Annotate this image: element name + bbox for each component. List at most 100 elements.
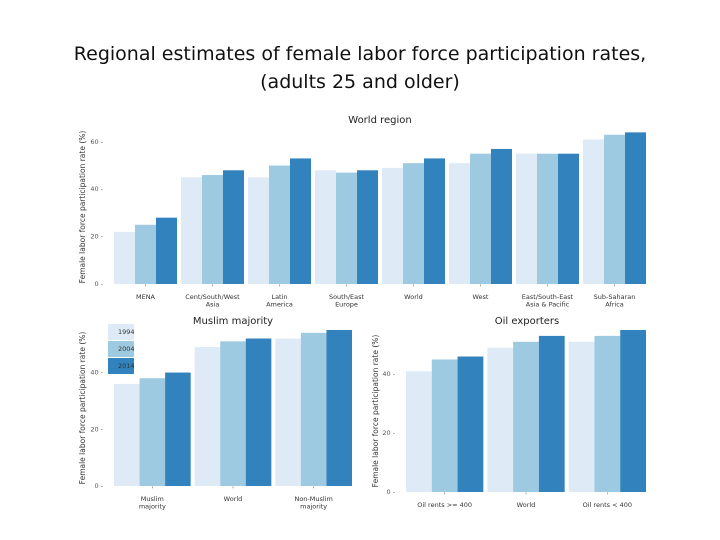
y-tick-label: 20 -: [382, 429, 395, 437]
bar: [491, 148, 512, 284]
category-label: Cent/South/West: [185, 293, 240, 301]
bar: [558, 153, 579, 284]
category-label: Europe: [335, 301, 358, 309]
legend-label: 2014: [118, 362, 135, 370]
y-axis-title: Female labor force participation rate (%…: [78, 332, 87, 485]
category-label: Muslim: [141, 495, 164, 503]
muslim-majority-panel: Muslim majority 0 - 20 - 40 -Female labor f…: [78, 316, 352, 511]
category-label: Asia & Pacific: [526, 301, 570, 309]
x-tick-mark: ': [547, 283, 549, 291]
legend-label: 2004: [118, 345, 135, 353]
category-label: Sub-Saharan: [594, 293, 636, 301]
bar: [516, 153, 537, 284]
bar: [583, 139, 604, 284]
y-tick-label: 20 -: [90, 425, 103, 433]
category-label: Latin: [271, 293, 287, 301]
category-label: World: [517, 501, 536, 509]
bar: [223, 170, 244, 284]
legend-label: 1994: [118, 328, 135, 336]
bar: [568, 341, 595, 492]
oil-exporters-panel: Oil exporters 0 - 20 - 40 -Female labor for…: [371, 316, 646, 509]
x-tick-mark: ': [413, 283, 415, 291]
bar: [135, 224, 156, 284]
x-tick-mark: ': [232, 485, 234, 493]
bar: [403, 163, 424, 284]
y-tick-label: 0 -: [94, 482, 103, 490]
bar: [336, 172, 357, 284]
x-tick-mark: ': [480, 283, 482, 291]
bar: [245, 338, 272, 486]
bar: [470, 153, 491, 284]
x-tick-mark: ': [145, 283, 147, 291]
bar: [275, 338, 301, 486]
y-tick-label: 60 -: [90, 138, 103, 146]
y-tick-label: 0 -: [386, 488, 395, 496]
category-label: World: [404, 293, 423, 301]
bar: [202, 175, 223, 284]
bar: [594, 335, 621, 492]
bar: [513, 341, 539, 492]
bar: [114, 383, 140, 486]
panel-title: World region: [348, 115, 411, 126]
slide-title-line-2: (adults 25 and older): [260, 71, 460, 93]
legend-swatch: [108, 324, 134, 340]
panel-title: Muslim majority: [193, 316, 273, 327]
category-label: majority: [300, 503, 327, 511]
category-label: America: [266, 301, 293, 309]
bar: [625, 132, 646, 284]
legend-swatch: [108, 341, 134, 357]
bar: [449, 163, 470, 284]
category-label: World: [224, 495, 243, 503]
bar: [620, 330, 646, 492]
bar: [537, 153, 558, 284]
bar: [290, 158, 311, 284]
category-label: Non-Muslim: [294, 495, 332, 503]
y-tick-label: 40 -: [382, 370, 395, 378]
category-label: East/South-East: [522, 293, 574, 301]
x-tick-mark: ': [313, 485, 315, 493]
bar: [220, 341, 246, 486]
bar: [431, 359, 458, 492]
category-label: Asia: [206, 301, 220, 309]
x-tick-mark: ': [614, 283, 616, 291]
bar: [326, 330, 352, 486]
bar: [424, 158, 445, 284]
bar: [248, 177, 269, 284]
bar: [457, 356, 484, 492]
x-tick-mark: ': [346, 283, 348, 291]
bar: [406, 371, 432, 492]
bar: [538, 335, 565, 492]
category-label: Africa: [605, 301, 624, 309]
x-tick-mark: ': [444, 491, 446, 499]
slide-title-line-1: Regional estimates of female labor force…: [73, 43, 647, 65]
bar: [181, 177, 202, 284]
y-tick-label: 40 -: [90, 369, 103, 377]
y-axis-title: Female labor force participation rate (%…: [78, 131, 87, 284]
bar: [114, 231, 135, 284]
bar: [487, 347, 514, 492]
x-tick-mark: ': [606, 491, 608, 499]
x-tick-mark: ': [151, 485, 153, 493]
bar: [604, 134, 625, 284]
category-label: South/East: [329, 293, 365, 301]
y-tick-label: 40 -: [90, 185, 103, 193]
category-label: majority: [139, 503, 166, 511]
bar: [156, 217, 177, 284]
category-label: Oil rents >= 400: [417, 501, 472, 509]
bar: [357, 170, 378, 284]
category-label: West: [473, 293, 489, 301]
category-label: Oil rents < 400: [583, 501, 632, 509]
x-tick-mark: ': [525, 491, 527, 499]
y-tick-label: 0 -: [94, 280, 103, 288]
category-label: MENA: [136, 293, 156, 301]
bar: [194, 347, 221, 486]
bar: [315, 170, 336, 284]
x-tick-mark: ': [279, 283, 281, 291]
y-axis-title: Female labor force participation rate (%…: [371, 335, 380, 488]
panel-title: Oil exporters: [495, 316, 559, 327]
bar: [165, 372, 191, 486]
x-tick-mark: ': [212, 283, 214, 291]
bar: [300, 332, 327, 486]
bar: [139, 378, 166, 486]
